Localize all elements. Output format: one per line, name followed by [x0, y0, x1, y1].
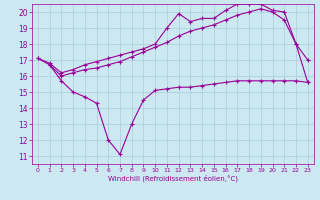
X-axis label: Windchill (Refroidissement éolien,°C): Windchill (Refroidissement éolien,°C) [108, 175, 238, 182]
